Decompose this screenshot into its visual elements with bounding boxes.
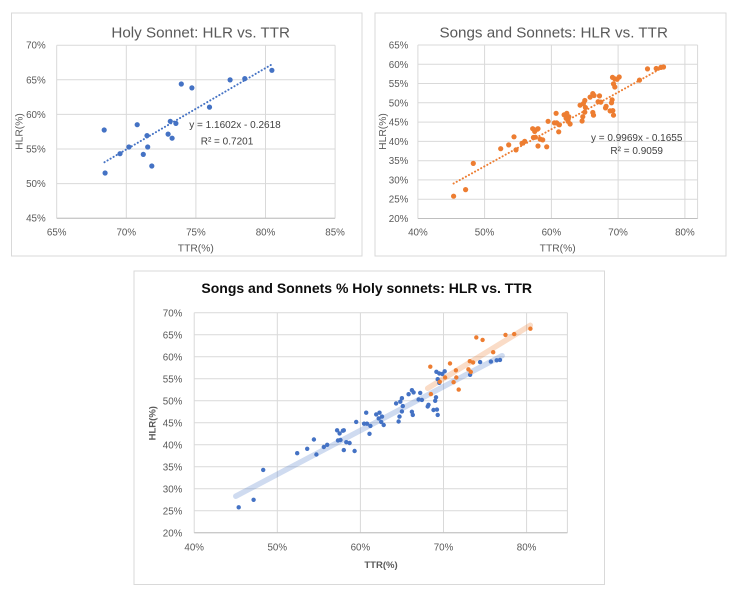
svg-text:60%: 60% (163, 352, 183, 363)
svg-text:70%: 70% (163, 308, 183, 319)
svg-text:80%: 80% (675, 228, 695, 239)
svg-text:y = 0.9969x - 0.1655: y = 0.9969x - 0.1655 (591, 133, 683, 144)
svg-text:70%: 70% (116, 228, 136, 239)
svg-text:60%: 60% (389, 60, 409, 71)
svg-text:30%: 30% (389, 175, 409, 186)
svg-text:65%: 65% (47, 228, 67, 239)
svg-text:R² = 0.7201: R² = 0.7201 (201, 137, 254, 148)
svg-text:25%: 25% (389, 195, 409, 206)
svg-text:TTR(%): TTR(%) (540, 243, 576, 254)
svg-text:35%: 35% (163, 462, 183, 473)
svg-text:R² = 0.9059: R² = 0.9059 (610, 146, 663, 157)
svg-text:65%: 65% (163, 330, 183, 341)
svg-text:Songs and Sonnets: HLR vs. TTR: Songs and Sonnets: HLR vs. TTR (439, 25, 668, 42)
svg-text:55%: 55% (163, 374, 183, 385)
svg-text:45%: 45% (389, 118, 409, 129)
svg-text:45%: 45% (26, 214, 46, 225)
svg-text:50%: 50% (26, 179, 46, 190)
svg-text:50%: 50% (475, 228, 495, 239)
svg-text:40%: 40% (389, 137, 409, 148)
svg-text:55%: 55% (26, 145, 46, 156)
svg-text:65%: 65% (26, 75, 46, 86)
svg-text:60%: 60% (542, 228, 562, 239)
svg-text:50%: 50% (163, 396, 183, 407)
svg-text:55%: 55% (389, 79, 409, 90)
svg-text:45%: 45% (163, 418, 183, 429)
svg-text:60%: 60% (26, 110, 46, 121)
svg-text:Songs and Sonnets % Holy sonne: Songs and Sonnets % Holy sonnets: HLR vs… (201, 280, 532, 296)
svg-text:80%: 80% (517, 543, 537, 554)
svg-text:HLR(%): HLR(%) (15, 113, 26, 150)
svg-text:30%: 30% (163, 484, 183, 495)
svg-text:HLR(%): HLR(%) (147, 406, 158, 440)
svg-text:50%: 50% (267, 543, 287, 554)
svg-text:40%: 40% (184, 543, 204, 554)
svg-text:y = 1.1602x - 0.2618: y = 1.1602x - 0.2618 (189, 120, 281, 131)
svg-text:50%: 50% (389, 98, 409, 109)
svg-text:60%: 60% (351, 543, 371, 554)
svg-text:75%: 75% (186, 228, 206, 239)
svg-text:70%: 70% (26, 41, 46, 52)
svg-text:TTR(%): TTR(%) (364, 560, 397, 571)
svg-text:40%: 40% (163, 440, 183, 451)
svg-text:20%: 20% (163, 528, 183, 539)
svg-text:40%: 40% (408, 228, 428, 239)
svg-text:Holy Sonnet: HLR vs. TTR: Holy Sonnet: HLR vs. TTR (111, 25, 290, 42)
svg-text:70%: 70% (434, 543, 454, 554)
svg-text:35%: 35% (389, 156, 409, 167)
svg-text:65%: 65% (389, 41, 409, 52)
svg-text:70%: 70% (608, 228, 628, 239)
svg-text:85%: 85% (325, 228, 345, 239)
svg-text:TTR(%): TTR(%) (178, 243, 214, 254)
svg-text:80%: 80% (256, 228, 276, 239)
svg-text:HLR(%): HLR(%) (378, 113, 389, 150)
svg-text:20%: 20% (389, 214, 409, 225)
svg-text:25%: 25% (163, 506, 183, 517)
